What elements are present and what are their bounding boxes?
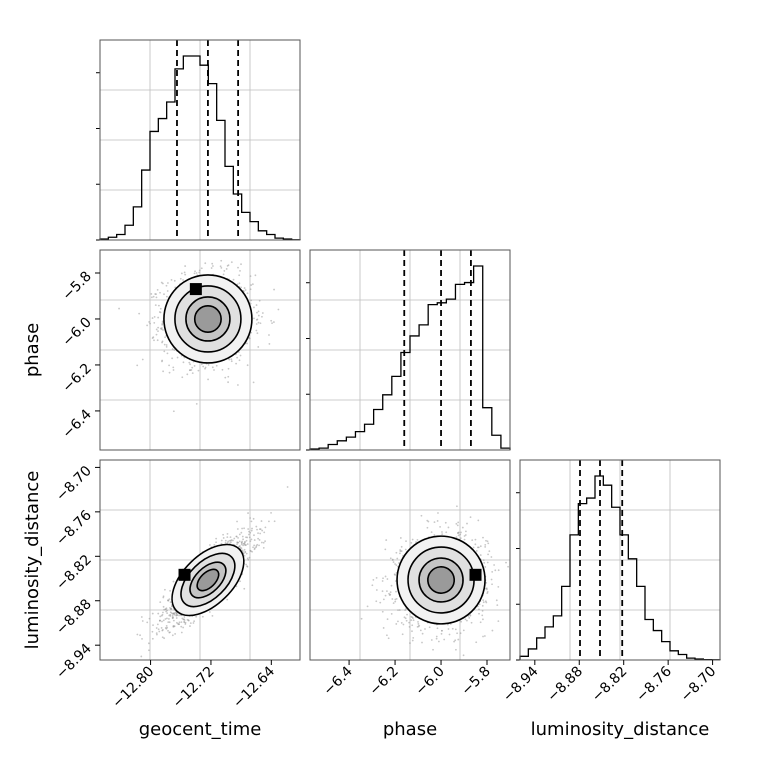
xlabel-phase: phase <box>383 719 437 740</box>
hist-luminosity-distance-grid <box>520 460 720 660</box>
ylabel-phase: phase <box>22 323 43 377</box>
panel-geocent-time-vs-luminosity-distance-contour-2 <box>189 561 227 599</box>
panel-geocent-time-vs-phase-contour-3 <box>193 304 222 333</box>
panel-geocent-time-vs-phase-contour-1 <box>174 285 242 353</box>
xtick-label-phase: −6.2 <box>367 664 402 699</box>
panel-geocent-time-vs-luminosity-distance-contour-0 <box>171 543 245 617</box>
panel-phase-vs-luminosity-distance-frame <box>309 459 511 661</box>
xtick-label-geocent-time: −12.72 <box>170 664 218 712</box>
xlabel-luminosity-distance: luminosity_distance <box>531 719 710 740</box>
panel-geocent-time-vs-phase-frame <box>99 249 301 451</box>
panel-phase-vs-luminosity-distance-density-3 <box>427 566 455 594</box>
panel-geocent-time-vs-phase-contour-0 <box>163 274 253 364</box>
ytick-label-phase: −6.4 <box>59 406 94 441</box>
xtick-label-luminosity-distance: −8.94 <box>500 663 542 705</box>
panel-geocent-time-vs-luminosity-distance-mode <box>178 568 191 581</box>
ytick-label-phase: −6.2 <box>59 360 94 395</box>
panel-geocent-time-vs-luminosity-distance-contour-3 <box>196 568 220 592</box>
xtick-label-phase: −5.8 <box>458 664 493 699</box>
xtick-label-geocent-time: −12.64 <box>230 663 278 711</box>
hist-geocent-time-grid <box>100 40 300 240</box>
xtick-label-luminosity-distance: −8.76 <box>633 663 675 705</box>
xtick-label-phase: −6.0 <box>413 664 448 699</box>
panel-geocent-time-vs-phase-density-3 <box>194 305 222 333</box>
panel-phase-vs-luminosity-distance-contour-0 <box>396 535 486 625</box>
panel-geocent-time-vs-phase-mode <box>189 283 202 296</box>
hist-luminosity-distance-step <box>519 475 721 661</box>
panel-phase-vs-luminosity-distance-contour-3 <box>427 566 456 594</box>
panel-geocent-time-vs-luminosity-distance-density-3 <box>197 569 219 591</box>
xtick-label-luminosity-distance: −8.88 <box>544 664 586 706</box>
hist-luminosity-distance-frame <box>519 459 721 661</box>
ytick-label-luminosity-distance: −8.88 <box>53 596 95 638</box>
ylabel-luminosity-distance: luminosity_distance <box>22 471 43 650</box>
ytick-label-luminosity-distance: −8.82 <box>53 552 95 594</box>
panel-geocent-time-vs-luminosity-distance-frame <box>99 459 301 661</box>
xtick-label-geocent-time: −12.80 <box>109 664 157 712</box>
ytick-label-phase: −6.0 <box>59 314 94 349</box>
hist-phase-step <box>309 265 511 450</box>
panel-phase-vs-luminosity-distance-contour-2 <box>418 557 464 603</box>
xtick-label-phase: −6.4 <box>321 663 356 698</box>
xlabel-geocent-time: geocent_time <box>139 719 262 740</box>
hist-phase-frame <box>309 249 511 451</box>
hist-geocent-time-step <box>99 55 301 241</box>
xtick-label-luminosity-distance: −8.70 <box>678 664 720 706</box>
ytick-label-luminosity-distance: −8.94 <box>53 641 95 683</box>
hist-phase-grid <box>310 250 510 450</box>
ytick-label-luminosity-distance: −8.70 <box>53 463 95 505</box>
hist-geocent-time-frame <box>99 39 301 241</box>
xtick-label-luminosity-distance: −8.82 <box>589 664 631 706</box>
panel-phase-vs-luminosity-distance-mode <box>469 568 482 581</box>
ytick-label-luminosity-distance: −8.76 <box>53 507 95 549</box>
panel-geocent-time-vs-luminosity-distance-contour-1 <box>180 552 236 608</box>
ytick-label-phase: −5.8 <box>59 269 94 304</box>
panel-geocent-time-vs-phase-contour-2 <box>185 296 231 342</box>
